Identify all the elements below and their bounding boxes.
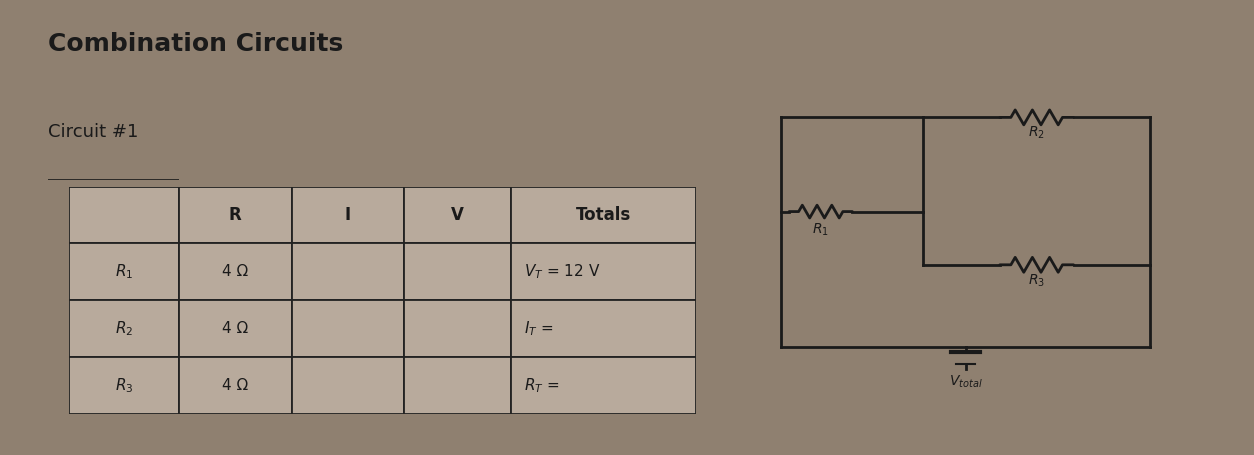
Text: $R_T$ =: $R_T$ = xyxy=(524,376,559,395)
Text: $R_1$: $R_1$ xyxy=(114,263,133,281)
Text: $R_3$: $R_3$ xyxy=(114,376,133,395)
Bar xyxy=(512,243,696,300)
Text: I: I xyxy=(345,206,351,224)
Bar xyxy=(404,300,512,357)
Bar xyxy=(178,300,291,357)
Text: V: V xyxy=(451,206,464,224)
Bar xyxy=(69,187,178,243)
Bar xyxy=(291,243,404,300)
Text: Circuit #1: Circuit #1 xyxy=(48,123,138,141)
Bar xyxy=(404,357,512,414)
Bar xyxy=(404,243,512,300)
Text: 4 Ω: 4 Ω xyxy=(222,264,248,279)
Text: $V_T$ = 12 V: $V_T$ = 12 V xyxy=(524,263,599,281)
Bar xyxy=(291,357,404,414)
Bar xyxy=(178,357,291,414)
Text: $R_3$: $R_3$ xyxy=(1028,272,1045,288)
Bar xyxy=(291,187,404,243)
Text: $V_{total}$: $V_{total}$ xyxy=(949,373,982,390)
Bar xyxy=(69,243,178,300)
Bar xyxy=(178,187,291,243)
Text: 4 Ω: 4 Ω xyxy=(222,321,248,336)
Text: R: R xyxy=(228,206,242,224)
Text: $R_1$: $R_1$ xyxy=(813,222,829,238)
Text: Totals: Totals xyxy=(576,206,631,224)
Bar xyxy=(512,187,696,243)
Text: 4 Ω: 4 Ω xyxy=(222,378,248,393)
Bar xyxy=(404,187,512,243)
Text: Combination Circuits: Combination Circuits xyxy=(48,32,342,56)
Bar xyxy=(291,300,404,357)
Bar xyxy=(69,300,178,357)
Text: $R_2$: $R_2$ xyxy=(114,319,133,338)
Bar xyxy=(512,357,696,414)
Text: $I_T$ =: $I_T$ = xyxy=(524,319,553,338)
Bar xyxy=(178,243,291,300)
Bar xyxy=(512,300,696,357)
Bar xyxy=(69,357,178,414)
Text: $R_2$: $R_2$ xyxy=(1028,125,1045,141)
